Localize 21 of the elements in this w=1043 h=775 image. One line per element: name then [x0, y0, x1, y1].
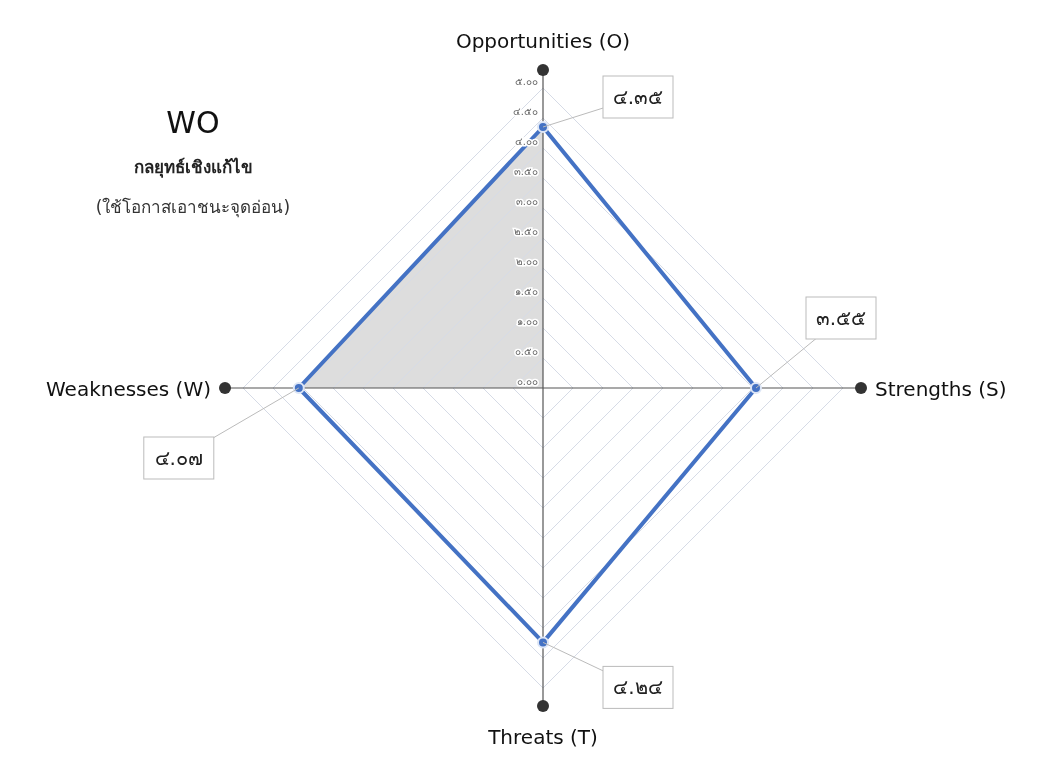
y-tick-label: ๐.๐๐ — [516, 376, 538, 387]
y-tick-label: ๑.๐๐ — [516, 316, 538, 327]
data-label: ๔.๓๕ — [612, 85, 664, 109]
y-tick-label: ๒.๕๐ — [513, 226, 538, 237]
y-tick-label: ๕.๐๐ — [514, 76, 538, 87]
spoke-label: Strengths (S) — [875, 377, 1007, 401]
data-label: ๔.๒๔ — [613, 675, 663, 700]
data-label: ๓.๕๕ — [815, 306, 867, 330]
y-tick-label: ๒.๐๐ — [515, 256, 538, 267]
text: WO — [166, 105, 220, 140]
y-tick-label: ๔.๕๐ — [512, 106, 538, 117]
y-tick-label: ๐.๕๐ — [514, 346, 538, 357]
text: กลยุทธ์เชิงแก้ไข — [133, 157, 253, 178]
data-label: ๔.๐๗ — [154, 446, 203, 470]
y-tick-label: ๓.๐๐ — [515, 196, 538, 207]
y-tick-label: ๑.๕๐ — [514, 286, 538, 297]
spoke-label: Threats (T) — [487, 725, 598, 749]
spoke-label: Weaknesses (W) — [45, 377, 211, 401]
text: (ใช้โอกาสเอาชนะจุดอ่อน) — [95, 197, 291, 218]
spoke-label: Opportunities (O) — [455, 29, 631, 53]
y-tick-label: ๓.๕๐ — [513, 166, 538, 177]
